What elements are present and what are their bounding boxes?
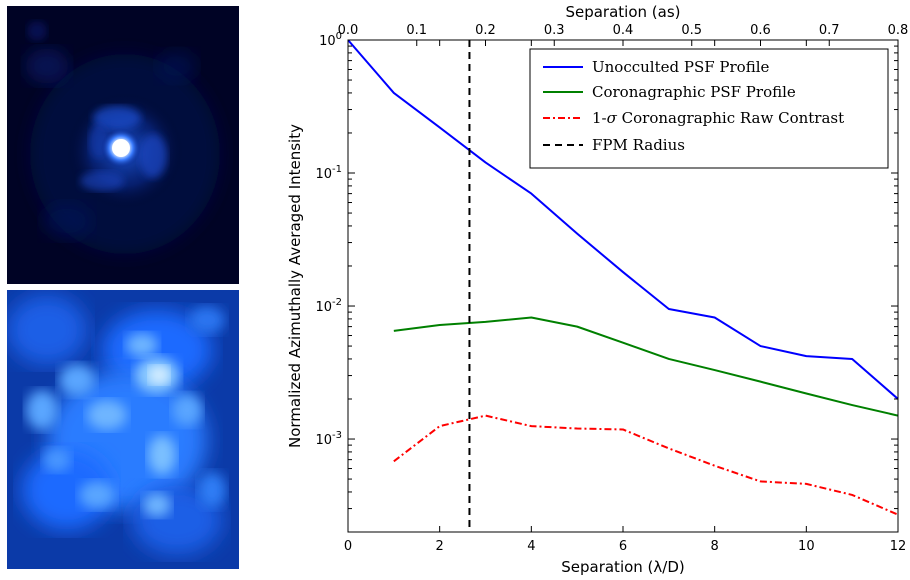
legend-box bbox=[529, 48, 889, 169]
legend-label-raw-contrast-prefix: 1- bbox=[592, 109, 607, 127]
x2-tick-label: 0.4 bbox=[613, 23, 634, 38]
legend-label-unocculted: Unocculted PSF Profile bbox=[592, 58, 770, 76]
legend-label-fpm-radius: FPM Radius bbox=[592, 136, 685, 154]
y-tick-label: 100 bbox=[319, 31, 342, 49]
legend: Unocculted PSF Profile Coronagraphic PSF… bbox=[529, 48, 889, 169]
x-axis-label: Separation (λ/D) bbox=[561, 558, 685, 576]
y-axis-label: Normalized Azimuthally Averaged Intensit… bbox=[286, 124, 304, 448]
x2-tick-label: 0.8 bbox=[888, 23, 909, 38]
unocculted-psf-image bbox=[7, 6, 239, 284]
x-tick-label: 12 bbox=[890, 539, 907, 554]
x-tick-label: 2 bbox=[436, 539, 444, 554]
series-coronagraphic-psf-line bbox=[393, 316, 898, 417]
x2-tick-label: 0.0 bbox=[338, 23, 359, 38]
x-tick-label: 10 bbox=[798, 539, 815, 554]
coronagraphic-psf-image bbox=[7, 290, 239, 569]
legend-label-coronagraphic: Coronagraphic PSF Profile bbox=[592, 83, 796, 101]
top-x-axis-label: Separation (as) bbox=[565, 3, 680, 21]
x2-tick-label: 0.5 bbox=[681, 23, 702, 38]
series-unocculted-psf-line bbox=[348, 40, 898, 400]
ticks-layer: 0 2 4 6 8 10 12 0.0 0.1 0.2 0.3 0.4 0.5 0.6 0.7 0.8 100 1… bbox=[315, 23, 908, 554]
x2-tick-label: 0.7 bbox=[819, 23, 840, 38]
legend-label-raw-contrast: 1-σ Coronagraphic Raw Contrast bbox=[592, 109, 844, 127]
x-tick-label: 0 bbox=[344, 539, 352, 554]
legend-label-raw-contrast-symbol: σ bbox=[607, 109, 618, 127]
y-tick-label: 10-2 bbox=[315, 297, 342, 315]
y-tick-label: 10-1 bbox=[315, 164, 342, 182]
x2-tick-label: 0.6 bbox=[750, 23, 771, 38]
x2-tick-label: 0.1 bbox=[406, 23, 427, 38]
coronagraphic-psf-svg bbox=[7, 290, 239, 569]
series-layer bbox=[348, 40, 898, 516]
series-raw-contrast-line bbox=[393, 414, 898, 516]
x2-tick-label: 0.2 bbox=[475, 23, 496, 38]
x-tick-label: 4 bbox=[527, 539, 535, 554]
x2-tick-label: 0.3 bbox=[544, 23, 565, 38]
unocculted-psf-svg bbox=[7, 6, 239, 284]
y-tick-label: 10-3 bbox=[315, 430, 342, 448]
x-tick-label: 8 bbox=[711, 539, 719, 554]
x-tick-label: 6 bbox=[619, 539, 627, 554]
legend-label-raw-contrast-suffix: Coronagraphic Raw Contrast bbox=[617, 109, 844, 127]
